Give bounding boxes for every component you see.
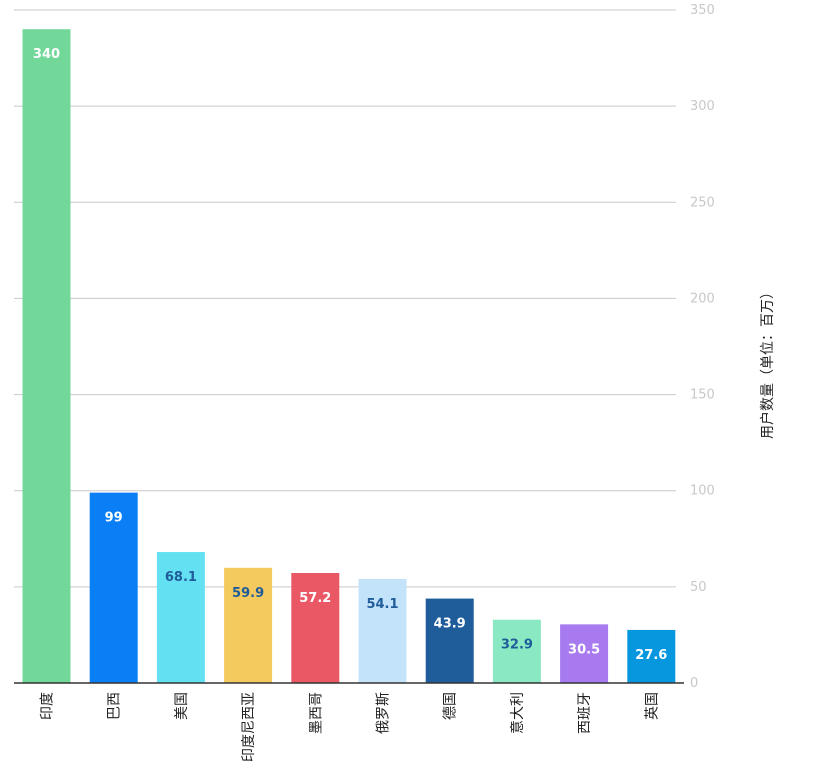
category-label: 英国 <box>643 692 660 720</box>
data-label: 27.6 <box>635 648 667 663</box>
category-label: 俄罗斯 <box>376 692 392 734</box>
category-labels: 印度 巴西 美国 印度尼西亚 墨西哥 俄罗斯 德国 意大利 西班牙 英国 <box>40 692 661 762</box>
data-label: 99 <box>105 511 123 526</box>
bar <box>560 624 609 683</box>
y-tick-label: 300 <box>690 99 715 114</box>
data-label: 43.9 <box>434 617 466 632</box>
bar <box>224 567 273 683</box>
y-tick-labels: 0 50 100 150 200 250 300 350 <box>690 3 715 691</box>
category-label: 意大利 <box>509 692 526 734</box>
y-tick-label: 50 <box>690 580 707 595</box>
data-label: 54.1 <box>366 597 398 612</box>
bar <box>291 573 340 683</box>
y-tick-label: 100 <box>690 484 715 499</box>
category-label: 墨西哥 <box>308 692 324 734</box>
y-axis-label: 用户数量（单位：百万） <box>759 285 776 439</box>
bar <box>156 552 205 683</box>
data-label: 59.9 <box>232 586 264 601</box>
data-label: 340 <box>33 47 60 62</box>
category-label: 印度尼西亚 <box>241 692 257 762</box>
bar <box>425 598 474 683</box>
category-label: 美国 <box>174 692 190 720</box>
gridlines <box>14 9 676 588</box>
data-label: 30.5 <box>568 642 600 657</box>
bars: 340 99 68.1 59.9 57.2 54.1 43.9 32.9 30.5 27.6 <box>22 29 676 683</box>
category-label: 印度 <box>40 692 56 720</box>
y-tick-label: 250 <box>690 195 715 210</box>
bar <box>89 492 138 683</box>
category-label: 巴西 <box>107 692 123 720</box>
y-tick-label: 0 <box>690 676 698 691</box>
bar <box>492 619 541 683</box>
data-label: 32.9 <box>501 638 533 653</box>
y-tick-label: 150 <box>690 388 715 403</box>
category-label: 西班牙 <box>577 692 593 734</box>
bar <box>627 629 676 683</box>
data-label: 57.2 <box>299 591 331 606</box>
bar <box>358 578 407 683</box>
y-tick-label: 200 <box>690 291 715 306</box>
category-label: 德国 <box>443 692 459 720</box>
data-label: 68.1 <box>165 570 197 585</box>
bar <box>22 29 71 683</box>
y-tick-label: 350 <box>690 3 715 18</box>
